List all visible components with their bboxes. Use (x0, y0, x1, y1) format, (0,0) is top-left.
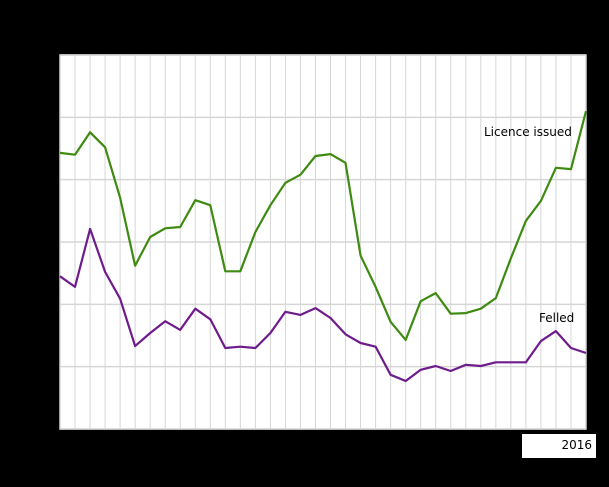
series-labels: Licence issued Felled (484, 125, 574, 325)
series-line-licence-issued (59, 110, 588, 341)
horizontal-gridlines (59, 54, 587, 430)
series-line-felled (59, 227, 587, 383)
series-label-felled: Felled (539, 311, 574, 325)
series-label-licence-issued: Licence issued (484, 125, 572, 139)
plot-border (59, 54, 587, 430)
x-axis-year-label-box: 2016 (522, 434, 596, 458)
x-axis-year-label: 2016 (561, 438, 592, 452)
series-lines (59, 110, 588, 383)
